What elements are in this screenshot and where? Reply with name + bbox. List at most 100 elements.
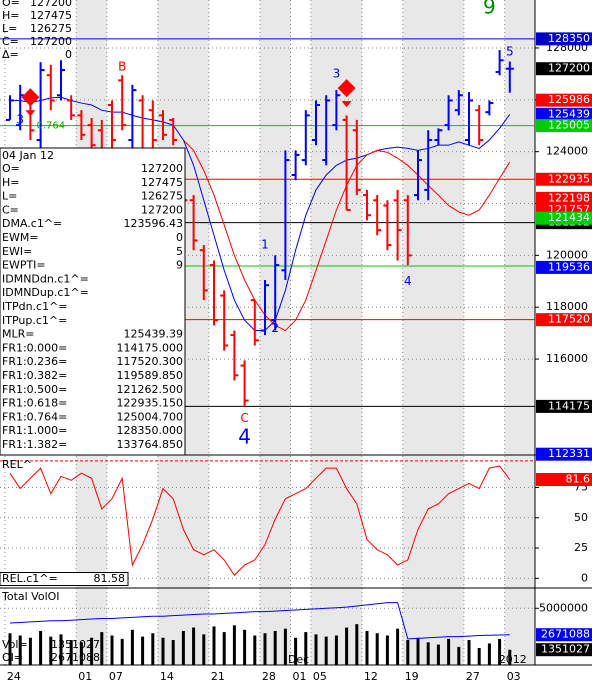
month-label: 2012 — [499, 653, 527, 666]
volume-bar — [294, 637, 298, 665]
quote-label: L= — [2, 22, 17, 35]
price-label: 2671088 — [541, 628, 590, 641]
x-tick-label: 28 — [262, 670, 276, 683]
y-tick-label: 118000 — [546, 300, 588, 313]
x-tick-label: 24 — [7, 670, 21, 683]
price-label-box — [536, 191, 592, 205]
indicator-line — [10, 96, 511, 332]
price-label-box — [536, 643, 592, 657]
price-label-box — [536, 260, 592, 274]
x-tick-label: 19 — [405, 670, 419, 683]
x-tick-label: 01 — [293, 670, 307, 683]
volume-bar — [79, 642, 83, 665]
info-label: EWM= — [2, 231, 39, 244]
info-value: 5 — [176, 245, 183, 258]
info-label: L= — [2, 190, 17, 203]
y-tick-label: 5000000 — [539, 601, 588, 614]
volume-bar — [283, 628, 287, 665]
rel-plot — [0, 460, 535, 577]
x-tick-label: 12 — [364, 670, 378, 683]
volume-bar — [416, 637, 420, 665]
quote-label: Δ= — [2, 48, 19, 61]
price-label: 125005 — [548, 119, 590, 132]
open-interest-line — [9, 602, 510, 640]
signal-arrow — [25, 110, 36, 117]
readout-value: 81.58 — [94, 572, 126, 585]
info-label: EWI= — [2, 245, 32, 258]
month-label: Dec — [288, 653, 309, 666]
price-label-box — [536, 211, 592, 225]
info-label: ITPdn.c1^= — [2, 300, 68, 313]
price-label-box — [536, 472, 592, 486]
y-axis: 5000000 — [0, 601, 588, 614]
price-label: 117520 — [548, 313, 590, 326]
volume-bar — [314, 634, 318, 665]
x-tick-label: 14 — [160, 670, 174, 683]
x-tick-label: 03 — [507, 670, 521, 683]
price-label: 127200 — [548, 62, 590, 75]
volume-bar — [477, 647, 481, 665]
volume-bar — [100, 632, 104, 665]
annotation: 4 — [238, 425, 251, 449]
info-label: FR1:0.500= — [2, 383, 67, 396]
panel-title: Total VolOI — [1, 590, 60, 603]
quote-value: 126275 — [30, 22, 72, 35]
volume-bar — [304, 632, 308, 665]
price-label: 122935 — [548, 172, 590, 185]
info-label: FR1:1.382= — [2, 438, 67, 451]
volume-bar — [263, 633, 267, 665]
info-value: 127200 — [141, 162, 183, 175]
volume-bar — [120, 638, 124, 665]
volume-bar — [324, 636, 328, 665]
readout-label: REL.c1^= — [2, 572, 58, 585]
info-value: 123596.43 — [124, 217, 184, 230]
price-label-box — [536, 93, 592, 107]
rel-line — [9, 465, 511, 577]
x-tick-label: 01 — [78, 670, 92, 683]
volume-bar — [457, 646, 461, 665]
volume-bar — [141, 636, 145, 665]
volume-bar — [345, 627, 349, 665]
signal-arrow — [341, 101, 352, 108]
readout-label: OI= — [2, 651, 23, 664]
price-label-box — [536, 172, 592, 186]
info-value: 9 — [176, 259, 183, 272]
info-value: 119589.850 — [117, 369, 183, 382]
annotation: 2 — [271, 321, 279, 335]
y-tick-label: 0 — [581, 571, 588, 584]
price-label-box — [536, 107, 592, 121]
volume-bar — [171, 640, 175, 665]
volume-bar — [110, 635, 114, 665]
info-value: 122935.150 — [117, 397, 183, 410]
annotation: 9 — [483, 0, 496, 18]
info-value: 125004.700 — [117, 410, 183, 423]
volume-bar — [151, 633, 155, 665]
quote: O= 127200 H= 127475 L= 126275 C= 127200 Δ= 0 — [2, 0, 72, 61]
price-label: 112331 — [548, 447, 590, 460]
volume-bar — [334, 635, 338, 665]
price-label-box — [536, 62, 592, 76]
info-value: 121262.500 — [117, 383, 183, 396]
y-tick-label: 120000 — [546, 248, 588, 261]
volume-bar — [253, 635, 257, 665]
y-tick-label: 116000 — [546, 352, 588, 365]
info-value: 128350.000 — [117, 424, 183, 437]
x-tick-label: 27 — [466, 670, 480, 683]
info-label: FR1:0.382= — [2, 369, 67, 382]
quote-label: H= — [2, 9, 20, 22]
week-band — [504, 0, 535, 665]
price-label-box — [536, 313, 592, 327]
volume-bar — [447, 638, 451, 665]
readout-value: 1351027 — [51, 638, 100, 651]
volume-bar — [90, 637, 94, 665]
x-tick-label: 07 — [109, 670, 123, 683]
readout-box — [0, 572, 129, 586]
info-value: 0 — [176, 231, 183, 244]
price-label: 122198 — [548, 191, 590, 204]
readout-label: Vol= — [2, 638, 28, 651]
price-label-box — [536, 32, 592, 46]
info-label: EWPTI= — [2, 259, 46, 272]
volume-bar — [59, 634, 63, 665]
info-label: IDMNDup.c1^= — [2, 286, 89, 299]
info-value: 133764.850 — [117, 438, 183, 451]
